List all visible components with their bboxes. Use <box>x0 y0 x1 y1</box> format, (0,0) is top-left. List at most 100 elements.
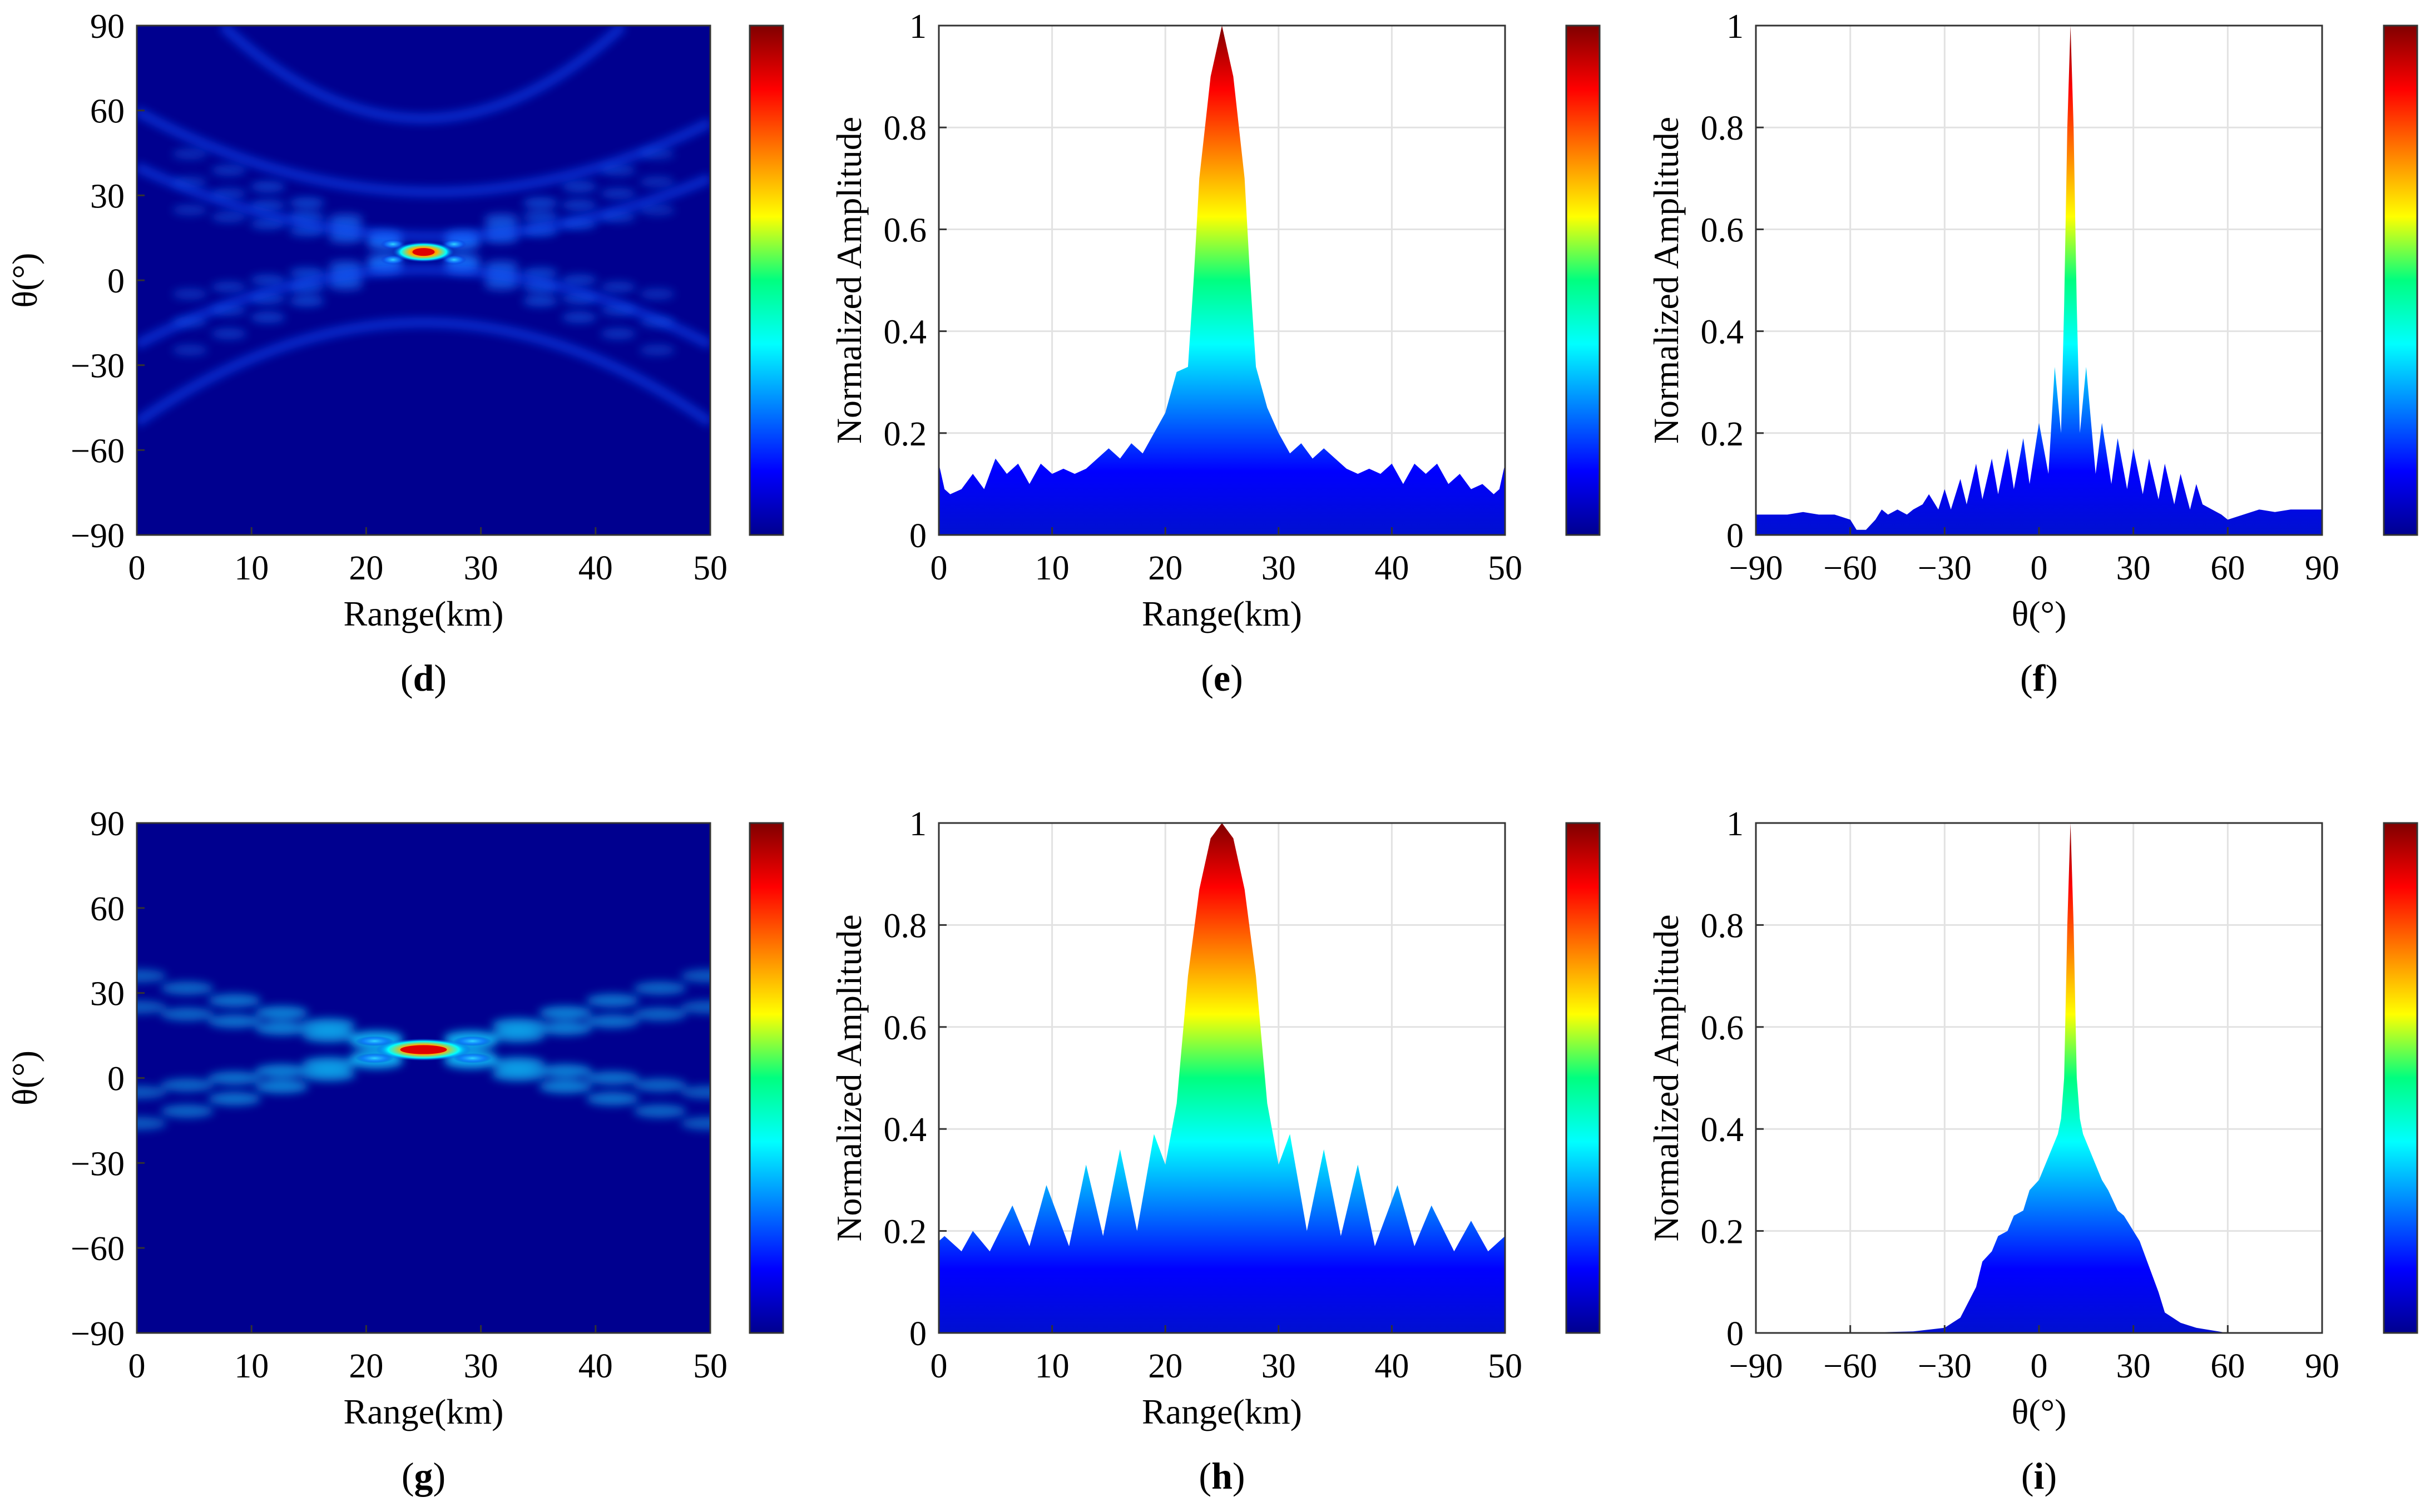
x-tick-label: 0 <box>931 549 948 587</box>
panel-i: −90 −60 −30 0 30 60 90 0 0.2 0.4 0.6 0.8 1 θ(°) Normal… <box>1646 805 2418 1497</box>
y-tick-label: −60 <box>71 1230 125 1268</box>
y-tick-label: 0.2 <box>884 415 927 453</box>
sidelobe <box>328 279 364 290</box>
sidelobe <box>172 344 208 356</box>
sidelobe <box>522 211 558 223</box>
arc <box>137 162 710 242</box>
y-tick-label: −90 <box>71 1315 125 1353</box>
x-tick-label: −60 <box>1823 1347 1877 1385</box>
sidelobe <box>302 1018 356 1032</box>
y-tick-label: 0.6 <box>1701 211 1744 249</box>
panel-label: (f) <box>2020 657 2058 699</box>
ticks <box>938 24 1506 536</box>
panel-letter: g <box>414 1455 433 1497</box>
area-series-i <box>1756 823 2322 1333</box>
heatmap-d <box>137 26 710 535</box>
area-series-f <box>1756 26 2322 535</box>
sidelobe <box>600 281 636 293</box>
x-tick-label: 50 <box>693 1347 728 1385</box>
colorbar <box>2383 24 2418 536</box>
sidelobe <box>680 1085 710 1099</box>
sidelobe <box>633 1078 687 1092</box>
sidelobe <box>538 1079 592 1093</box>
sidelobe <box>586 1071 640 1085</box>
paren-open: ( <box>400 657 413 699</box>
panel-label: (h) <box>1199 1455 1245 1497</box>
colorbar <box>2383 822 2418 1334</box>
arc <box>137 265 710 349</box>
sidelobe <box>289 295 325 307</box>
y-tick-label: 0 <box>1726 1315 1744 1353</box>
sidelobe <box>561 274 597 286</box>
x-tick-label: 0 <box>128 1347 146 1385</box>
ticks <box>136 822 711 1334</box>
x-tick-label: 0 <box>2031 1347 2048 1385</box>
sidelobe <box>639 204 675 216</box>
arc <box>219 26 627 123</box>
sidelobe <box>639 288 675 300</box>
x-tick-label: 10 <box>1035 1347 1070 1385</box>
y-tick-label: 0.6 <box>1701 1009 1744 1047</box>
y-tick-label: −30 <box>71 1145 125 1183</box>
x-tick-label: 10 <box>234 1347 269 1385</box>
y-axis-label: Normalized Amplitude <box>829 117 869 444</box>
sidelobe <box>680 969 710 983</box>
x-axis-label: Range(km) <box>1142 594 1302 633</box>
y-tick-label: 0 <box>909 1315 927 1353</box>
sidelobe <box>561 200 597 211</box>
sidelobe <box>250 181 286 192</box>
x-tick-label: −30 <box>1918 549 1972 587</box>
y-tick-label: 0 <box>107 1060 125 1098</box>
sidelobe <box>586 994 640 1008</box>
y-tick-label: −90 <box>71 517 125 555</box>
sidelobe <box>160 1007 214 1021</box>
panel-label: (i) <box>2021 1455 2057 1497</box>
sidelobe <box>538 1022 592 1035</box>
x-tick-label: 30 <box>2116 549 2151 587</box>
x-tick-label: 30 <box>1261 1347 1296 1385</box>
sidelobe <box>160 1078 214 1092</box>
x-axis-label: Range(km) <box>344 594 504 633</box>
paren-open: ( <box>1201 657 1214 699</box>
y-tick-label: 0.8 <box>1701 907 1744 945</box>
y-tick-label: 0.2 <box>884 1213 927 1251</box>
x-tick-label: 10 <box>1035 549 1070 587</box>
y-tick-label: 0.2 <box>1701 1213 1744 1251</box>
x-tick-label: 10 <box>234 549 269 587</box>
paren-close: ) <box>433 1455 446 1497</box>
background-arcs <box>137 26 710 427</box>
x-axis-label: Range(km) <box>344 1392 504 1431</box>
sidelobe <box>561 181 597 192</box>
x-tick-label: 40 <box>578 1347 613 1385</box>
panel-label: (d) <box>400 657 447 699</box>
panel-g: 0 10 20 30 40 50 −90 −60 −30 0 30 60 90 Range(km) θ(°)… <box>5 805 784 1497</box>
sidelobe <box>255 1079 309 1093</box>
x-tick-label: −30 <box>1918 1347 1972 1385</box>
x-tick-label: 0 <box>931 1347 948 1385</box>
y-tick-label: 0.8 <box>884 907 927 945</box>
sidelobe <box>561 311 597 323</box>
colorbar <box>1565 822 1601 1334</box>
paren-open: ( <box>402 1455 414 1497</box>
panel-label: (g) <box>402 1455 446 1497</box>
x-tick-label: −90 <box>1729 549 1783 587</box>
sidelobe <box>680 1000 710 1014</box>
y-tick-label: 30 <box>90 177 125 215</box>
y-tick-label: 0.8 <box>884 110 927 147</box>
sidelobe <box>483 279 519 290</box>
panel-letter: h <box>1211 1455 1233 1497</box>
ticks <box>1755 24 2323 536</box>
sidelobe <box>586 1092 640 1106</box>
sidelobe <box>207 994 261 1008</box>
paren-close: ) <box>434 657 447 699</box>
y-tick-label: 0 <box>909 517 927 555</box>
x-tick-label: 40 <box>1374 1347 1409 1385</box>
x-tick-label: 50 <box>1488 1347 1522 1385</box>
y-tick-label: 1 <box>909 8 927 46</box>
panel-letter: f <box>2033 657 2046 699</box>
sidelobe <box>172 204 208 216</box>
sidelobe <box>600 328 636 340</box>
heatmap-peak-core <box>412 248 435 256</box>
y-tick-label: 1 <box>1726 805 1744 843</box>
sidelobe <box>522 197 558 209</box>
